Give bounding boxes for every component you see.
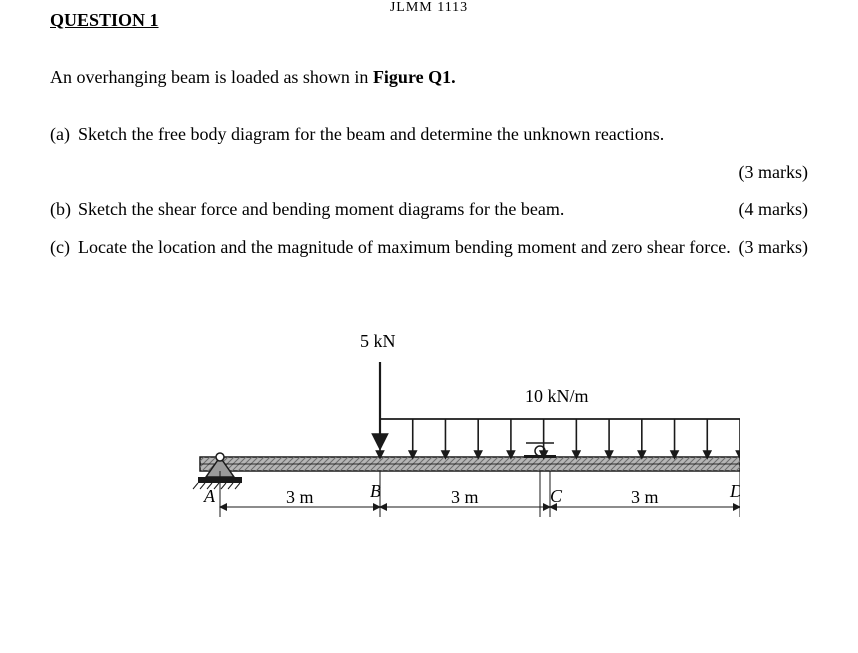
- part-b-label: (b): [50, 191, 78, 229]
- part-c-label: (c): [50, 229, 78, 267]
- svg-text:10 kN/m: 10 kN/m: [525, 386, 589, 406]
- part-a-body: Sketch the free body diagram for the bea…: [78, 116, 808, 192]
- svg-text:3 m: 3 m: [286, 487, 314, 507]
- part-c-marks: (3 marks): [739, 229, 808, 267]
- intro-text: An overhanging beam is loaded as shown i…: [50, 63, 808, 92]
- svg-text:5 kN: 5 kN: [360, 331, 396, 351]
- part-a-label: (a): [50, 116, 78, 154]
- part-b-text: Sketch the shear force and bending momen…: [78, 199, 564, 219]
- course-code: JLMM 1113: [390, 0, 468, 16]
- svg-text:D: D: [729, 481, 740, 501]
- beam-diagram-svg: 5 kN 10 kN/m A B C D 3 m 3 m 3 m: [180, 307, 740, 537]
- part-a: (a) Sketch the free body diagram for the…: [50, 116, 808, 192]
- svg-text:A: A: [203, 486, 216, 506]
- part-c: (c) Locate the location and the magnitud…: [50, 229, 808, 267]
- figure-q1: 5 kN 10 kN/m A B C D 3 m 3 m 3 m: [180, 307, 740, 537]
- intro-prefix: An overhanging beam is loaded as shown i…: [50, 67, 373, 87]
- part-c-text: Locate the location and the magnitude of…: [78, 237, 731, 257]
- part-a-text: Sketch the free body diagram for the bea…: [78, 124, 664, 144]
- svg-text:3 m: 3 m: [451, 487, 479, 507]
- svg-text:B: B: [370, 481, 381, 501]
- intro-figure-ref: Figure Q1.: [373, 67, 456, 87]
- part-b-marks: (4 marks): [739, 191, 808, 229]
- part-c-body: Locate the location and the magnitude of…: [78, 229, 808, 267]
- svg-text:3 m: 3 m: [631, 487, 659, 507]
- part-b-body: Sketch the shear force and bending momen…: [78, 191, 808, 229]
- part-a-marks: (3 marks): [739, 154, 808, 192]
- part-b: (b) Sketch the shear force and bending m…: [50, 191, 808, 229]
- svg-text:C: C: [550, 486, 563, 506]
